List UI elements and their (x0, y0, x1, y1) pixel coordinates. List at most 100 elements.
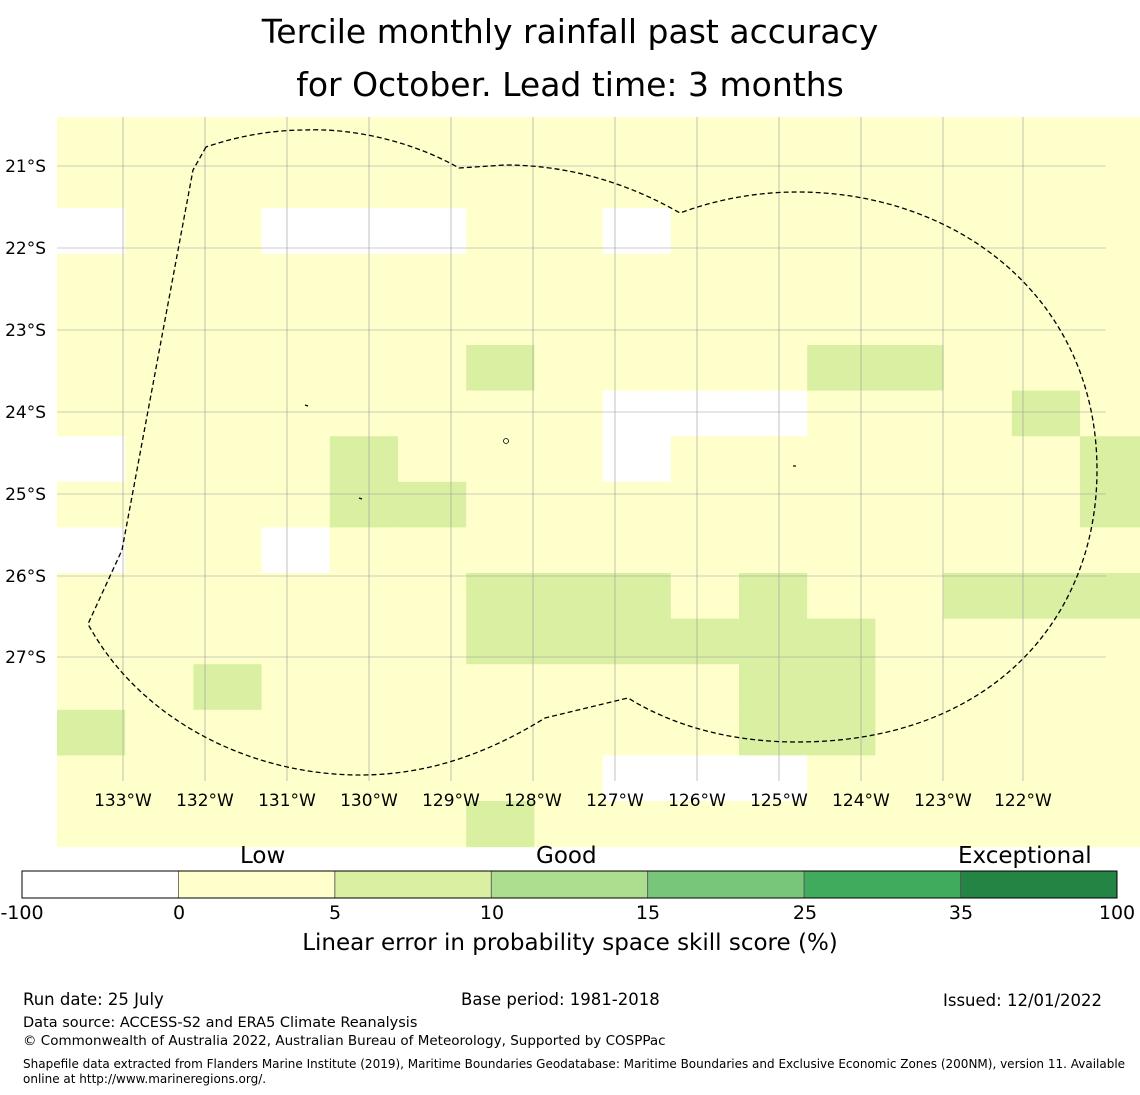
skill-cell (466, 755, 535, 802)
colorbar-tick: 35 (948, 902, 974, 924)
skill-cell (329, 299, 399, 346)
skill-cell (943, 618, 1013, 665)
skill-cell (1080, 527, 1140, 574)
skill-cell (739, 436, 808, 483)
skill-cell (57, 801, 126, 848)
issued-date: Issued: 12/01/2022 (943, 991, 1103, 1010)
skill-map: 21°S22°S23°S24°S25°S26°S27°S 133°W 132°W 1… (5, 117, 1140, 848)
skill-cell (943, 436, 1013, 483)
longitude-label: 123°W (914, 791, 972, 811)
skill-cell (739, 618, 808, 665)
skill-cell (466, 801, 535, 848)
skill-cell (125, 390, 194, 437)
skill-cell (466, 618, 535, 665)
skill-cell (602, 755, 672, 802)
latitude-label: 25°S (5, 485, 46, 505)
longitude-label: 127°W (586, 791, 644, 811)
skill-cell (534, 253, 604, 300)
skill-cell (739, 527, 808, 574)
skill-cell (943, 527, 1013, 574)
skill-cell (398, 162, 467, 209)
eez-boundary-line (87, 129, 1098, 776)
colorbar-bin (803, 870, 961, 899)
skill-cell (602, 481, 672, 528)
skill-cell (329, 755, 399, 802)
skill-cell (466, 390, 535, 437)
skill-cell (57, 755, 126, 802)
skill-cell (875, 299, 945, 346)
skill-cell (602, 208, 672, 255)
skill-cell (398, 253, 467, 300)
skill-cell (1080, 664, 1140, 711)
colorbar-title: Linear error in probability space skill … (302, 930, 838, 956)
skill-cell (261, 390, 331, 437)
skill-cell (670, 299, 740, 346)
island-mark (503, 438, 509, 444)
skill-cell (1011, 162, 1081, 209)
skill-cell (125, 208, 194, 255)
skill-cell (534, 801, 604, 848)
skill-cell (670, 390, 740, 437)
longitude-label: 128°W (504, 791, 562, 811)
skill-cell (398, 618, 467, 665)
longitude-label: 133°W (94, 791, 152, 811)
longitude-label: 131°W (258, 791, 316, 811)
latitude-label: 21°S (5, 157, 46, 177)
skill-cell (125, 481, 194, 528)
skill-cell (602, 573, 672, 620)
skill-cell (1080, 573, 1140, 620)
skill-cell (329, 527, 399, 574)
latitude-labels: 21°S 22°S 23°S 24°S 25°S 26°S 27°S (5, 157, 46, 668)
skill-cell (398, 801, 467, 848)
graticule-lines (57, 117, 1106, 781)
skill-cell (1080, 755, 1140, 802)
skill-cell (875, 527, 945, 574)
skill-cell (875, 208, 945, 255)
skill-cell (466, 345, 535, 392)
skill-cell (943, 573, 1013, 620)
skill-cell (57, 436, 126, 483)
skill-cell (261, 436, 331, 483)
skill-cell (398, 436, 467, 483)
colorbar-tick: 0 (172, 902, 186, 924)
skill-cell (329, 117, 399, 164)
skill-cell (125, 618, 194, 665)
colorbar-bin (334, 870, 492, 899)
skill-cell (602, 801, 672, 848)
longitude-label: 132°W (176, 791, 234, 811)
skill-cell (57, 253, 126, 300)
longitude-label: 122°W (994, 791, 1052, 811)
skill-cell (466, 573, 535, 620)
longitude-label: 124°W (832, 791, 890, 811)
skill-cell (670, 618, 740, 665)
skill-cell (125, 573, 194, 620)
skill-cell (739, 755, 808, 802)
skill-cell (534, 162, 604, 209)
skill-cell (1011, 345, 1081, 392)
skill-cell (1080, 345, 1140, 392)
base-period: Base period: 1981-2018 (461, 990, 660, 1009)
skill-cell (739, 390, 808, 437)
skill-cell (329, 618, 399, 665)
skill-cell (398, 299, 467, 346)
skill-cell (193, 208, 263, 255)
skill-cell (602, 299, 672, 346)
skill-cell (57, 573, 126, 620)
skill-cell (1011, 527, 1081, 574)
skill-cell (670, 436, 740, 483)
skill-cell (670, 117, 740, 164)
skill-cell (125, 801, 194, 848)
skill-cell (1011, 573, 1081, 620)
skill-cell (943, 253, 1013, 300)
skill-cell (943, 162, 1013, 209)
skill-cell (193, 390, 263, 437)
skill-cell (943, 208, 1013, 255)
skill-cell (261, 664, 331, 711)
skill-cell (261, 208, 331, 255)
skill-cell (534, 481, 604, 528)
skill-cell (602, 345, 672, 392)
latitude-label: 23°S (5, 321, 46, 341)
skill-cell (193, 664, 263, 711)
skill-cell (943, 664, 1013, 711)
colorbar-label-low: Low (240, 843, 286, 869)
